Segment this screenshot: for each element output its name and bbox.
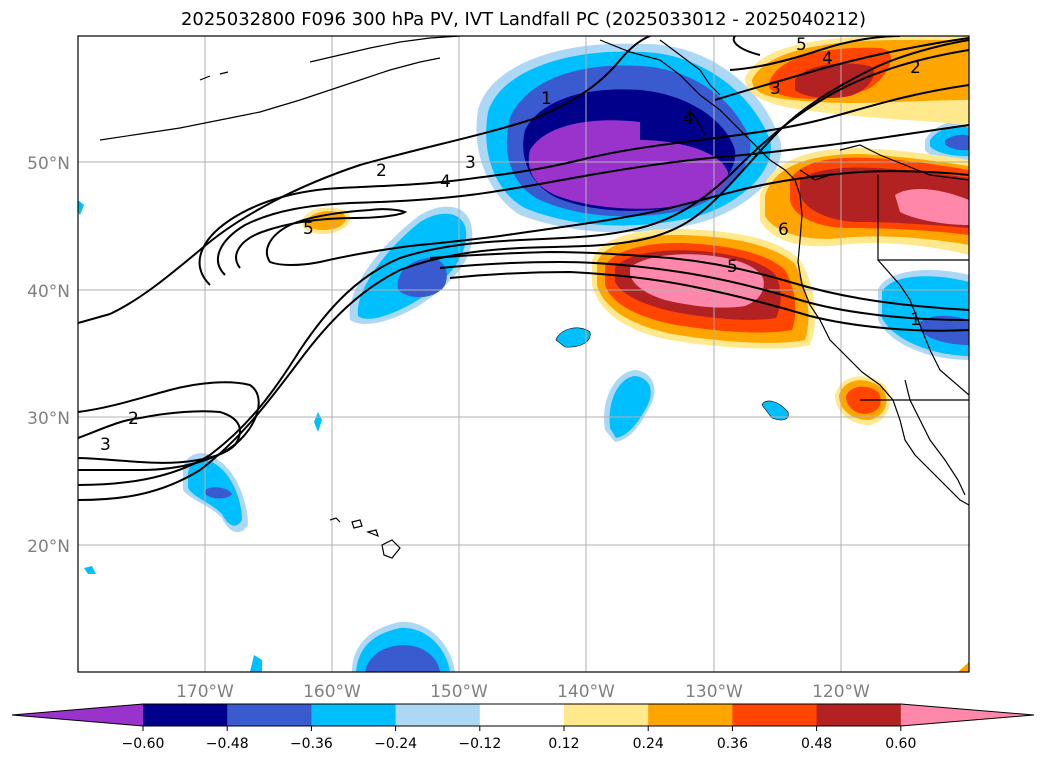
contour-label: 1 <box>910 310 921 330</box>
colorbar-swatch <box>564 704 649 726</box>
colorbar-swatch <box>648 704 733 726</box>
lon-label-170w: 170°W <box>176 682 234 702</box>
colorbar: −0.60 −0.48 −0.36 −0.24 −0.12 0.12 0.24 0.36 0.4… <box>11 703 1035 752</box>
map-frame <box>77 35 970 673</box>
contour-label: 4 <box>440 172 451 192</box>
colorbar-swatch <box>395 704 481 726</box>
negative-anomaly-east <box>878 120 969 360</box>
contour-labels: 1 2 3 4 5 5 2 3 4 5 2 3 1 6 4 <box>100 35 921 455</box>
contour-label: 5 <box>303 219 314 239</box>
lat-label-50n: 50°N <box>27 154 70 174</box>
hawaii-islands <box>329 517 401 559</box>
colorbar-tick-label: −0.48 <box>206 736 249 752</box>
colorbar-tick-label: −0.24 <box>374 736 417 752</box>
longitude-labels: 170°W 160°W 150°W 140°W 130°W 120°W <box>176 682 870 702</box>
colorbar-tick-label: −0.60 <box>122 736 165 752</box>
map-content: 1 2 3 4 5 5 2 3 4 5 2 3 1 6 4 <box>78 35 969 672</box>
lat-label-40n: 40°N <box>27 282 70 302</box>
coastlines <box>99 36 969 506</box>
contour-label: 3 <box>465 153 476 173</box>
contour-label: 6 <box>778 220 789 240</box>
colorbar-swatch <box>311 704 397 726</box>
colorbar-tick-label: 0.24 <box>633 736 664 752</box>
lon-label-150w: 150°W <box>430 682 488 702</box>
colorbar-tick-label: −0.12 <box>458 736 501 752</box>
colorbar-tick-label: 0.12 <box>548 736 579 752</box>
lon-label-160w: 160°W <box>303 682 361 702</box>
contour-label: 2 <box>128 409 139 429</box>
colorbar-extend-min <box>12 704 143 726</box>
ivt-contours <box>78 36 969 501</box>
lon-label-130w: 130°W <box>685 682 743 702</box>
positive-anomaly-eastern-pacific <box>592 228 816 349</box>
colorbar-swatch <box>143 704 228 726</box>
contour-label: 2 <box>376 161 387 181</box>
colorbar-swatch <box>816 704 902 726</box>
lat-label-20n: 20°N <box>27 537 70 557</box>
contour-label: 1 <box>541 89 552 109</box>
contour-label: 3 <box>770 79 781 99</box>
lon-label-140w: 140°W <box>557 682 615 702</box>
positive-anomaly-us-west <box>760 148 969 255</box>
contour-label: 5 <box>796 35 807 55</box>
lon-label-120w: 120°W <box>812 682 870 702</box>
contour-label: 3 <box>100 435 111 455</box>
contour-label: 2 <box>910 58 921 78</box>
colorbar-swatch <box>732 704 818 726</box>
colorbar-tick-label: 0.36 <box>717 736 748 752</box>
graticule <box>78 36 969 672</box>
colorbar-extend-max <box>900 704 1034 726</box>
contour-label: 4 <box>822 49 833 69</box>
lat-label-30n: 30°N <box>27 409 70 429</box>
colorbar-tick-label: 0.60 <box>885 736 916 752</box>
colorbar-swatch <box>479 704 565 726</box>
negative-anomaly-patches <box>78 200 789 672</box>
contour-label: 4 <box>683 109 694 129</box>
map-title: 2025032800 F096 300 hPa PV, IVT Landfall… <box>180 9 867 30</box>
colorbar-swatch <box>227 704 312 726</box>
positive-anomaly-patches <box>302 207 969 672</box>
colorbar-tick-label: −0.36 <box>290 736 333 752</box>
contour-label: 5 <box>727 257 738 277</box>
colorbar-tick-label: 0.48 <box>801 736 832 752</box>
latitude-labels: 50°N 40°N 30°N 20°N <box>27 154 70 557</box>
